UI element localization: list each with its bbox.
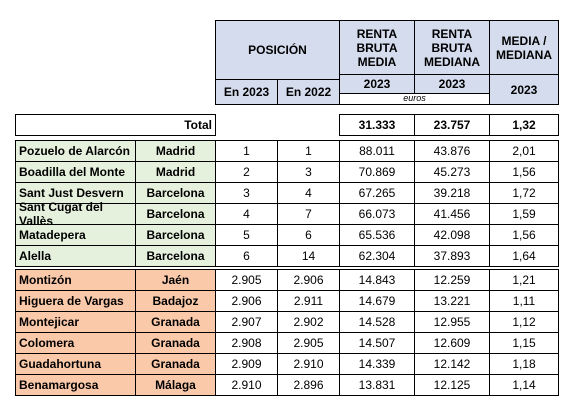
cell-ratio: 1,56 bbox=[489, 224, 559, 246]
cell-p2023: 2.906 bbox=[215, 290, 278, 312]
cell-p2023: 2.905 bbox=[215, 269, 278, 291]
cell-p2023: 4 bbox=[215, 203, 278, 225]
cell-p2022: 2.910 bbox=[277, 353, 340, 375]
cell-provincia: Granada bbox=[135, 332, 216, 354]
cell-p2023: 2.907 bbox=[215, 311, 278, 333]
cell-p2022: 2.896 bbox=[277, 374, 340, 396]
cell-media: 14.679 bbox=[339, 290, 415, 312]
cell-p2022: 4 bbox=[277, 182, 340, 204]
cell-provincia: Madrid bbox=[135, 161, 216, 183]
cell-provincia: Barcelona bbox=[135, 245, 216, 267]
header-year-ratio: 2023 bbox=[489, 74, 559, 105]
cell-ratio: 1,72 bbox=[489, 182, 559, 204]
cell-provincia: Barcelona bbox=[135, 182, 216, 204]
cell-media: 66.073 bbox=[339, 203, 415, 225]
cell-mediana: 37.893 bbox=[414, 245, 490, 267]
cell-media: 14.843 bbox=[339, 269, 415, 291]
cell-mediana: 12.259 bbox=[414, 269, 490, 291]
cell-media: 65.536 bbox=[339, 224, 415, 246]
cell-mediana: 45.273 bbox=[414, 161, 490, 183]
header-en-2022: En 2022 bbox=[277, 79, 340, 105]
cell-municipio: Higuera de Vargas bbox=[15, 290, 136, 312]
cell-provincia: Madrid bbox=[135, 140, 216, 162]
cell-municipio: Benamargosa bbox=[15, 374, 136, 396]
cell-provincia: Badajoz bbox=[135, 290, 216, 312]
cell-p2022: 2.911 bbox=[277, 290, 340, 312]
cell-p2022: 1 bbox=[277, 140, 340, 162]
total-label: Total bbox=[15, 114, 216, 136]
header-en-2023: En 2023 bbox=[215, 79, 278, 105]
cell-municipio: Pozuelo de Alarcón bbox=[15, 140, 136, 162]
header-year-mediana: 2023 bbox=[414, 74, 490, 94]
cell-provincia: Granada bbox=[135, 353, 216, 375]
total-media: 31.333 bbox=[339, 114, 415, 136]
cell-p2023: 2.909 bbox=[215, 353, 278, 375]
cell-provincia: Barcelona bbox=[135, 203, 216, 225]
cell-ratio: 1,64 bbox=[489, 245, 559, 267]
cell-ratio: 2,01 bbox=[489, 140, 559, 162]
total-mediana: 23.757 bbox=[414, 114, 490, 136]
cell-provincia: Barcelona bbox=[135, 224, 216, 246]
cell-ratio: 1,56 bbox=[489, 161, 559, 183]
cell-p2022: 2.905 bbox=[277, 332, 340, 354]
total-ratio: 1,32 bbox=[489, 114, 559, 136]
header-renta-mediana: RENTA BRUTA MEDIANA bbox=[414, 20, 490, 75]
cell-media: 70.869 bbox=[339, 161, 415, 183]
cell-municipio: Guadahortuna bbox=[15, 353, 136, 375]
header-year-media: 2023 bbox=[339, 74, 415, 94]
cell-mediana: 12.142 bbox=[414, 353, 490, 375]
cell-p2023: 3 bbox=[215, 182, 278, 204]
cell-provincia: Málaga bbox=[135, 374, 216, 396]
cell-mediana: 12.955 bbox=[414, 311, 490, 333]
cell-p2023: 1 bbox=[215, 140, 278, 162]
cell-p2022: 6 bbox=[277, 224, 340, 246]
cell-ratio: 1,14 bbox=[489, 374, 559, 396]
cell-municipio: Montizón bbox=[15, 269, 136, 291]
cell-media: 67.265 bbox=[339, 182, 415, 204]
cell-ratio: 1,21 bbox=[489, 269, 559, 291]
cell-provincia: Granada bbox=[135, 311, 216, 333]
cell-p2023: 6 bbox=[215, 245, 278, 267]
cell-media: 62.304 bbox=[339, 245, 415, 267]
cell-media: 14.528 bbox=[339, 311, 415, 333]
cell-mediana: 41.456 bbox=[414, 203, 490, 225]
cell-p2022: 3 bbox=[277, 161, 340, 183]
cell-p2022: 2.902 bbox=[277, 311, 340, 333]
cell-municipio: Boadilla del Monte bbox=[15, 161, 136, 183]
header-posicion: POSICIÓN bbox=[215, 20, 340, 80]
cell-mediana: 12.609 bbox=[414, 332, 490, 354]
header-renta-media: RENTA BRUTA MEDIA bbox=[339, 20, 415, 75]
cell-municipio: Matadepera bbox=[15, 224, 136, 246]
cell-mediana: 12.125 bbox=[414, 374, 490, 396]
cell-mediana: 43.876 bbox=[414, 140, 490, 162]
cell-mediana: 13.221 bbox=[414, 290, 490, 312]
cell-ratio: 1,15 bbox=[489, 332, 559, 354]
cell-municipio: Colomera bbox=[15, 332, 136, 354]
cell-municipio: Sant Cugat del Vallès bbox=[15, 200, 136, 228]
cell-municipio: Montejicar bbox=[15, 311, 136, 333]
cell-p2023: 5 bbox=[215, 224, 278, 246]
cell-ratio: 1,59 bbox=[489, 203, 559, 225]
cell-municipio: Alella bbox=[15, 245, 136, 267]
cell-p2022: 7 bbox=[277, 203, 340, 225]
header-media-mediana: MEDIA / MEDIANA bbox=[489, 20, 559, 75]
cell-p2022: 2.906 bbox=[277, 269, 340, 291]
euros-note: euros bbox=[403, 93, 426, 103]
cell-ratio: 1,18 bbox=[489, 353, 559, 375]
cell-p2023: 2.908 bbox=[215, 332, 278, 354]
cell-p2022: 14 bbox=[277, 245, 340, 267]
cell-media: 88.011 bbox=[339, 140, 415, 162]
cell-media: 14.507 bbox=[339, 332, 415, 354]
cell-media: 13.831 bbox=[339, 374, 415, 396]
cell-mediana: 39.218 bbox=[414, 182, 490, 204]
cell-p2023: 2.910 bbox=[215, 374, 278, 396]
cell-ratio: 1,12 bbox=[489, 311, 559, 333]
cell-provincia: Jaén bbox=[135, 269, 216, 291]
cell-municipio: Sant Just Desvern bbox=[15, 182, 136, 204]
cell-mediana: 42.098 bbox=[414, 224, 490, 246]
cell-media: 14.339 bbox=[339, 353, 415, 375]
cell-ratio: 1,11 bbox=[489, 290, 559, 312]
cell-p2023: 2 bbox=[215, 161, 278, 183]
